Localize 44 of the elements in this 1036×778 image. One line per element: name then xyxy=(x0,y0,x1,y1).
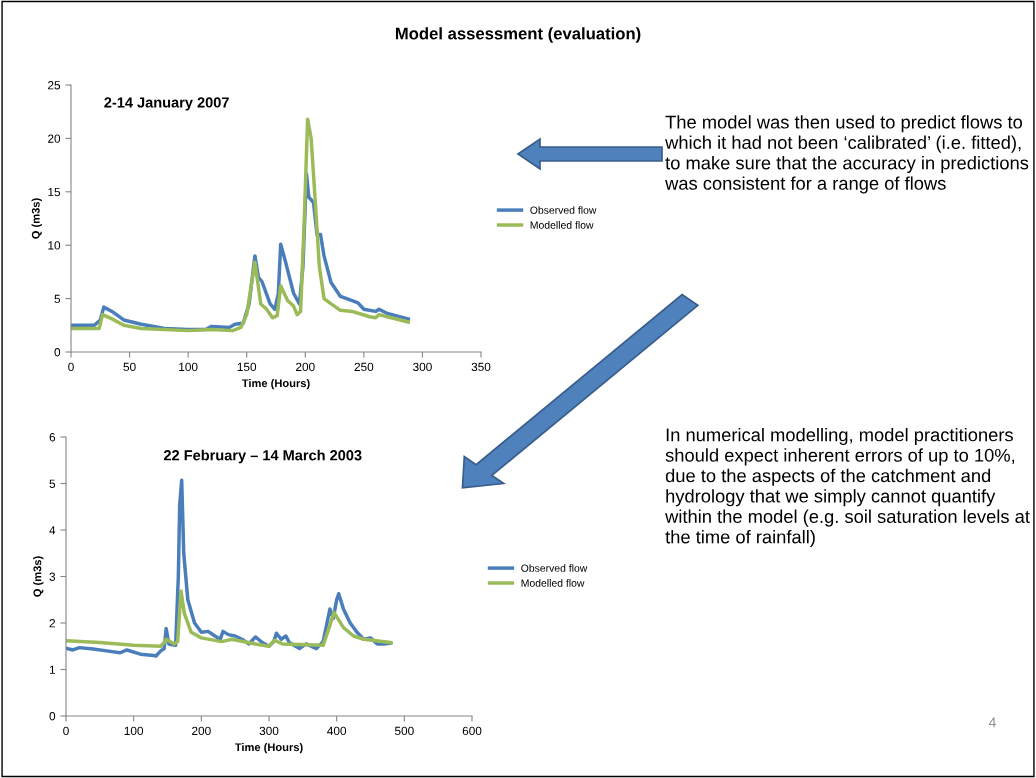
x-tick-label: 300 xyxy=(413,362,432,372)
y-axis-title: Q (m3s) xyxy=(31,198,42,239)
y-tick-label: 5 xyxy=(54,294,61,303)
x-tick-label: 50 xyxy=(123,362,136,372)
y-tick-label: 3 xyxy=(49,572,56,581)
legend-label: Observed flow xyxy=(530,206,597,214)
x-tick-label: 150 xyxy=(237,362,257,372)
legend-label: Modelled flow xyxy=(530,221,594,229)
x-tick-label: 0 xyxy=(63,726,69,736)
x-tick-label: 300 xyxy=(259,726,279,736)
x-tick-label: 400 xyxy=(327,726,347,736)
text: 2-14 January 2007 xyxy=(104,97,229,111)
legend-label: Observed flow xyxy=(521,564,588,572)
y-tick-label: 1 xyxy=(49,665,56,674)
x-tick-label: 500 xyxy=(394,726,414,736)
line-series xyxy=(66,589,393,648)
x-tick-label: 200 xyxy=(296,362,315,372)
x-tick-label: 350 xyxy=(471,362,491,372)
y-tick-label: 15 xyxy=(48,187,61,197)
x-axis-title: Time (Hours) xyxy=(234,742,303,754)
x-tick-label: 600 xyxy=(462,726,482,736)
y-tick-label: 2 xyxy=(49,619,55,628)
x-tick-label: 0 xyxy=(68,362,74,372)
text: The model was then used to predict flows to which it had not been ‘calibrated’ (i.e. fitted), to make sure that the accuracy in predictions was consistent for a range of flows xyxy=(665,115,1029,194)
legend-label: Modelled flow xyxy=(521,579,585,587)
text: 22 February – 14 March 2003 xyxy=(163,449,362,464)
text: Model assessment (evaluation) xyxy=(395,27,641,43)
y-tick-label: 20 xyxy=(48,134,61,143)
y-tick-label: 10 xyxy=(48,241,61,250)
y-tick-label: 0 xyxy=(54,348,61,357)
x-tick-label: 100 xyxy=(124,726,144,736)
x-tick-label: 100 xyxy=(179,362,198,372)
x-tick-label: 250 xyxy=(354,362,374,372)
y-tick-label: 4 xyxy=(49,526,56,535)
y-tick-label: 6 xyxy=(49,433,56,442)
y-tick-label: 0 xyxy=(49,712,56,721)
text: In numerical modelling, model practitioners should expect inherent errors of up to 10%, due to the aspects of the catchment and hydrology that we simply cannot quantify within the model (e.g. soil saturation levels at the time of rainfall) xyxy=(665,427,1030,548)
x-axis-title: Time (Hours) xyxy=(241,378,310,390)
line-series xyxy=(71,117,411,333)
y-tick-label: 5 xyxy=(49,479,56,488)
x-tick-label: 200 xyxy=(192,726,211,736)
text: 4 xyxy=(988,717,996,728)
y-tick-label: 25 xyxy=(48,81,61,90)
y-axis-title: Q (m3s) xyxy=(33,556,44,597)
